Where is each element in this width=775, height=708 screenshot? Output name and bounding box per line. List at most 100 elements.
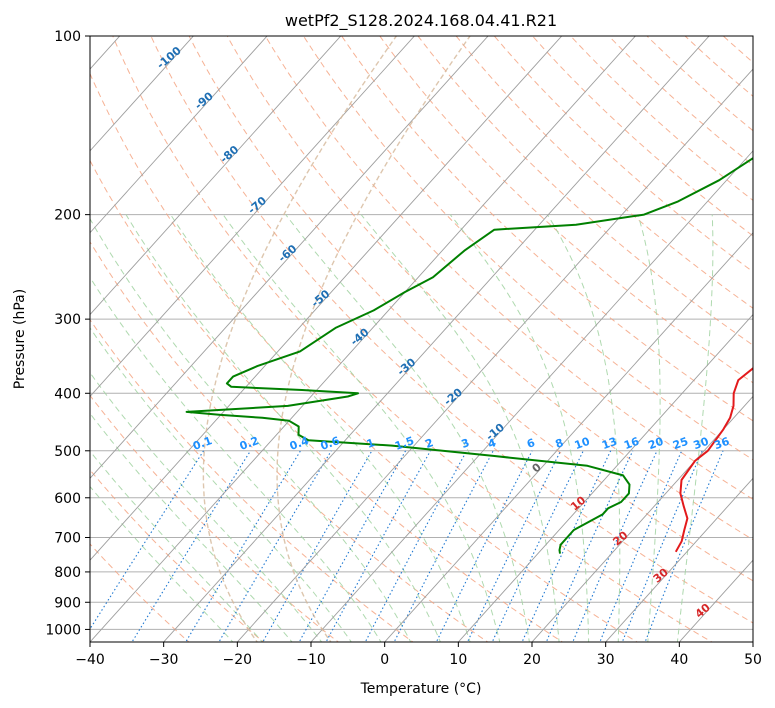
chart-title: wetPf2_S128.2024.168.04.41.R21 bbox=[285, 11, 557, 31]
moist-adiabat-line bbox=[90, 412, 293, 642]
isotherm-line bbox=[163, 36, 710, 642]
x-tick-label: −40 bbox=[75, 652, 105, 668]
y-tick-label: 100 bbox=[54, 29, 81, 45]
moist-adiabat-line bbox=[90, 276, 382, 642]
isotherm-line bbox=[90, 36, 268, 234]
y-tick-label: 500 bbox=[54, 444, 81, 460]
isotherm-line bbox=[531, 395, 753, 642]
x-tick-label: 20 bbox=[523, 652, 541, 668]
moist-adiabat-line bbox=[90, 327, 352, 642]
y-axis-label: Pressure (hPa) bbox=[12, 289, 28, 389]
x-tick-label: 10 bbox=[449, 652, 467, 668]
x-tick-label: 50 bbox=[744, 652, 762, 668]
mixing-ratio-label: 0.1 bbox=[191, 434, 214, 453]
pressure-gridlines bbox=[90, 36, 753, 630]
moist-adiabat-line bbox=[90, 217, 412, 642]
mixing-ratio-label: 2 bbox=[423, 436, 435, 451]
mixing-ratio-label: 20 bbox=[646, 435, 665, 453]
x-tick-label: −20 bbox=[223, 652, 253, 668]
x-tick-label: 40 bbox=[670, 652, 688, 668]
dry-adiabat-line bbox=[90, 318, 414, 642]
isotherm-line bbox=[90, 36, 342, 316]
dry-adiabat-line bbox=[90, 240, 489, 642]
isotherm-line bbox=[384, 232, 753, 642]
profile-series bbox=[185, 157, 753, 554]
x-axis-ticks: −40 −30 −20 −10 0 10 20 30 40 50 bbox=[75, 642, 762, 668]
mixing-ratio-label: 25 bbox=[671, 435, 690, 452]
moist-adiabat-line bbox=[170, 214, 471, 642]
mixing-ratio-line bbox=[621, 450, 703, 642]
dry-adiabat-line bbox=[417, 36, 753, 346]
isotherm-line bbox=[90, 36, 637, 642]
mixing-ratio-line bbox=[644, 450, 724, 642]
x-tick-label: 30 bbox=[597, 652, 615, 668]
y-tick-label: 200 bbox=[54, 208, 81, 224]
y-tick-label: 800 bbox=[54, 565, 81, 581]
dry-adiabat-line bbox=[608, 36, 753, 166]
y-axis-ticks: 100 200 300 400 500 600 700 800 900 1000 bbox=[45, 29, 90, 638]
isotherm-line bbox=[605, 477, 753, 642]
moist-adiabat-line bbox=[547, 214, 621, 642]
mixing-ratio-line bbox=[393, 450, 494, 642]
dry-adiabat-line bbox=[150, 36, 753, 624]
isotherm-line bbox=[90, 36, 195, 152]
auxiliary-curve bbox=[276, 36, 471, 642]
y-tick-label: 1000 bbox=[45, 622, 81, 638]
mixing-ratio-label: 13 bbox=[600, 435, 619, 452]
mixing-ratio-label: 1 bbox=[365, 436, 377, 451]
x-tick-label: 0 bbox=[380, 652, 389, 668]
mixing-ratio-line bbox=[90, 450, 205, 630]
auxiliary-curves bbox=[202, 36, 471, 642]
isotherm-line bbox=[236, 68, 753, 642]
mixing-ratio-line bbox=[364, 450, 468, 642]
y-tick-label: 300 bbox=[54, 312, 81, 328]
moist-adiabat-line bbox=[360, 214, 560, 642]
isotherm-line bbox=[310, 150, 753, 642]
mixing-ratio-label: 36 bbox=[712, 435, 731, 453]
mixing-ratio-label: 30 bbox=[692, 435, 711, 453]
y-tick-label: 700 bbox=[54, 531, 81, 547]
mixing-ratio-lines bbox=[90, 450, 724, 642]
dewpoint-profile-line bbox=[185, 157, 753, 554]
mixing-ratio-line bbox=[435, 450, 533, 642]
x-tick-label: −10 bbox=[296, 652, 326, 668]
dry-adiabat-line bbox=[90, 469, 265, 642]
mixing-ratio-line bbox=[521, 450, 612, 642]
moist-adiabat-line bbox=[222, 214, 501, 642]
mixing-ratio-label: 0.6 bbox=[319, 434, 342, 453]
mixing-ratio-label: 0.4 bbox=[288, 434, 311, 453]
mixing-ratio-line bbox=[131, 450, 251, 642]
moist-adiabat-line bbox=[449, 214, 590, 642]
moist-adiabat-line bbox=[125, 214, 441, 642]
isotherm-line bbox=[90, 36, 563, 561]
dry-adiabats bbox=[90, 36, 753, 642]
isotherm-line bbox=[457, 313, 753, 642]
mixing-ratio-label: 0.2 bbox=[238, 434, 261, 453]
plot-frame bbox=[89, 35, 754, 643]
mixing-ratio-label: 10 bbox=[573, 435, 592, 453]
plot-area bbox=[90, 36, 753, 642]
isotherm-line bbox=[90, 36, 416, 398]
moist-adiabat-line bbox=[676, 214, 714, 642]
mixing-ratio-label: 1.5 bbox=[393, 434, 416, 453]
dry-adiabat-line bbox=[112, 36, 713, 642]
moist-adiabat-line bbox=[637, 214, 661, 642]
isotherm-line bbox=[90, 36, 489, 479]
mixing-ratio-label: 3 bbox=[460, 436, 472, 451]
dry-adiabat-line bbox=[90, 72, 639, 642]
moist-adiabats bbox=[90, 214, 714, 642]
dry-adiabat-line bbox=[341, 36, 753, 422]
mixing-ratio-label: 4 bbox=[486, 436, 498, 451]
dry-adiabat-line bbox=[646, 36, 753, 132]
isotherms bbox=[90, 36, 753, 642]
y-tick-label: 600 bbox=[54, 491, 81, 507]
temperature-profile-line bbox=[674, 367, 753, 553]
mixing-ratio-label: 8 bbox=[554, 436, 566, 451]
mixing-ratio-line bbox=[218, 450, 332, 642]
mixing-ratio-label: 6 bbox=[525, 436, 537, 451]
y-tick-label: 900 bbox=[54, 595, 81, 611]
moist-adiabat-line bbox=[285, 214, 530, 642]
dry-adiabat-line bbox=[226, 36, 753, 541]
